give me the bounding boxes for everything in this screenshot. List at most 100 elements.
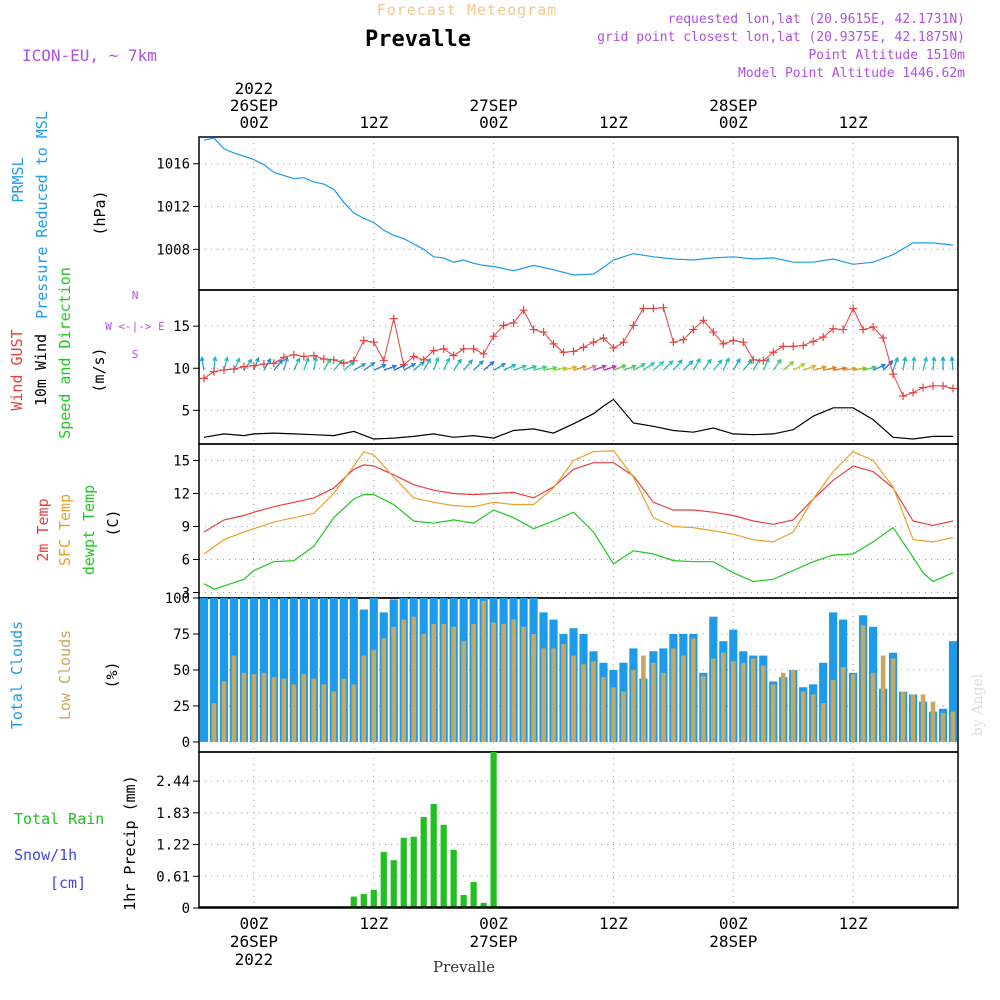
ytick-label: 1.22 bbox=[156, 838, 190, 854]
dewpt-side-label: dewpt Temp bbox=[80, 485, 98, 575]
low-cloud-bar bbox=[491, 622, 496, 742]
low-cloud-bar bbox=[671, 648, 676, 742]
rain-bar bbox=[360, 893, 367, 908]
total-cloud-bar bbox=[819, 662, 828, 742]
wind-arrow bbox=[343, 361, 355, 371]
bottom-time-label: 26SEP bbox=[230, 932, 278, 951]
sfc-side-label: SFC Temp bbox=[56, 494, 74, 566]
wind-arrow-head bbox=[696, 357, 701, 364]
wind-arrow-head bbox=[831, 365, 838, 371]
low-cloud-bar bbox=[211, 703, 217, 742]
wind-arrow bbox=[283, 357, 288, 371]
gust-marker bbox=[549, 339, 558, 348]
gust-marker bbox=[479, 349, 488, 358]
bottom-time-label: 12Z bbox=[839, 914, 868, 933]
total-cloud-bar bbox=[299, 598, 308, 742]
gust-marker bbox=[499, 321, 508, 330]
gust-marker bbox=[229, 365, 238, 374]
ytick-label: 1012 bbox=[156, 200, 190, 216]
gust-marker bbox=[399, 360, 408, 369]
gust-marker bbox=[579, 343, 588, 352]
clouds-ylabel: (%) bbox=[103, 661, 121, 688]
wind-arrow bbox=[253, 357, 259, 371]
wind-arrow bbox=[513, 365, 527, 371]
wind-arrow bbox=[682, 360, 694, 371]
top-time-label: 00Z bbox=[719, 113, 748, 132]
wind-arrow-head bbox=[621, 364, 627, 369]
gust-marker bbox=[209, 367, 218, 376]
gust-marker bbox=[409, 352, 418, 361]
total-cloud-bar bbox=[948, 641, 958, 742]
low-cloud-bar bbox=[511, 619, 516, 742]
wind-arrow bbox=[692, 358, 701, 371]
total-cloud-bar bbox=[269, 598, 278, 742]
low-cloud-bar bbox=[790, 669, 796, 742]
bottom-time-label: 2022 bbox=[235, 950, 274, 969]
wind-arrow-head bbox=[940, 355, 946, 362]
gust-marker bbox=[509, 318, 518, 327]
wind-arrow bbox=[833, 367, 847, 371]
gust-marker bbox=[679, 335, 688, 344]
rain-bar bbox=[410, 836, 417, 908]
ytick-label: 0 bbox=[182, 901, 190, 917]
gust-marker bbox=[709, 328, 718, 337]
gust-marker bbox=[439, 344, 448, 353]
wind-arrow-head bbox=[370, 362, 376, 367]
wind-arrow bbox=[742, 359, 753, 371]
wind-arrow-head bbox=[445, 357, 451, 363]
wind-arrow bbox=[383, 365, 397, 371]
low-cloud-bar bbox=[820, 703, 826, 742]
low-cloud-bar bbox=[451, 626, 456, 742]
wind-arrow bbox=[523, 365, 537, 371]
wind-arrow bbox=[843, 367, 857, 371]
rain-bar bbox=[370, 889, 377, 908]
ytick-label: 1016 bbox=[156, 157, 190, 173]
wind10m-line bbox=[203, 398, 953, 440]
gust-marker bbox=[369, 338, 378, 347]
wind-arrow-head bbox=[224, 356, 229, 362]
gust-marker bbox=[929, 381, 938, 390]
wind-arrow bbox=[662, 360, 674, 371]
top-time-label: 28SEP bbox=[709, 96, 757, 115]
bottom-time-label: 28SEP bbox=[709, 932, 757, 951]
total-cloud-bar bbox=[309, 598, 318, 742]
wind-arrow bbox=[623, 365, 636, 371]
ytick-label: 6 bbox=[182, 553, 190, 569]
wind-arrow-head bbox=[591, 364, 597, 370]
wind-arrow bbox=[413, 361, 425, 371]
gust-marker bbox=[379, 356, 388, 365]
low-cloud-bar bbox=[850, 674, 856, 742]
gust-marker bbox=[619, 338, 628, 347]
wind-arrow bbox=[443, 358, 450, 371]
low-cloud-bar bbox=[281, 678, 287, 742]
wind-arrow-head bbox=[468, 359, 473, 365]
gust-marker bbox=[219, 365, 228, 374]
rain-bar bbox=[350, 896, 357, 908]
wind-arrow-head bbox=[688, 360, 694, 366]
wind-arrow bbox=[772, 359, 782, 371]
wind-arrow-head bbox=[266, 357, 272, 364]
wind-arrow bbox=[882, 360, 893, 371]
total-cloud-bar bbox=[289, 598, 298, 742]
low-cloud-bar bbox=[870, 672, 876, 742]
ytick-label: 0 bbox=[182, 735, 190, 751]
wind-arrow bbox=[802, 365, 816, 371]
watermark: by Angel bbox=[970, 673, 986, 736]
wind-arrow-head bbox=[304, 356, 310, 363]
wind-arrow bbox=[932, 357, 935, 371]
wind-arrow bbox=[233, 358, 241, 371]
low-cloud-bar bbox=[231, 655, 237, 742]
low-cloud-bar bbox=[711, 658, 716, 742]
rain-bar bbox=[440, 824, 447, 908]
total-cloud-bar bbox=[329, 598, 338, 742]
gust-marker bbox=[239, 362, 248, 371]
gust-marker bbox=[339, 359, 348, 368]
gust-marker bbox=[259, 360, 268, 369]
wind-arrow bbox=[433, 357, 439, 371]
gust-marker bbox=[279, 353, 288, 362]
gust-marker bbox=[779, 342, 788, 351]
low-cloud-bar bbox=[631, 669, 636, 742]
wind-arrow bbox=[652, 361, 664, 371]
wind-arrow bbox=[493, 363, 506, 371]
